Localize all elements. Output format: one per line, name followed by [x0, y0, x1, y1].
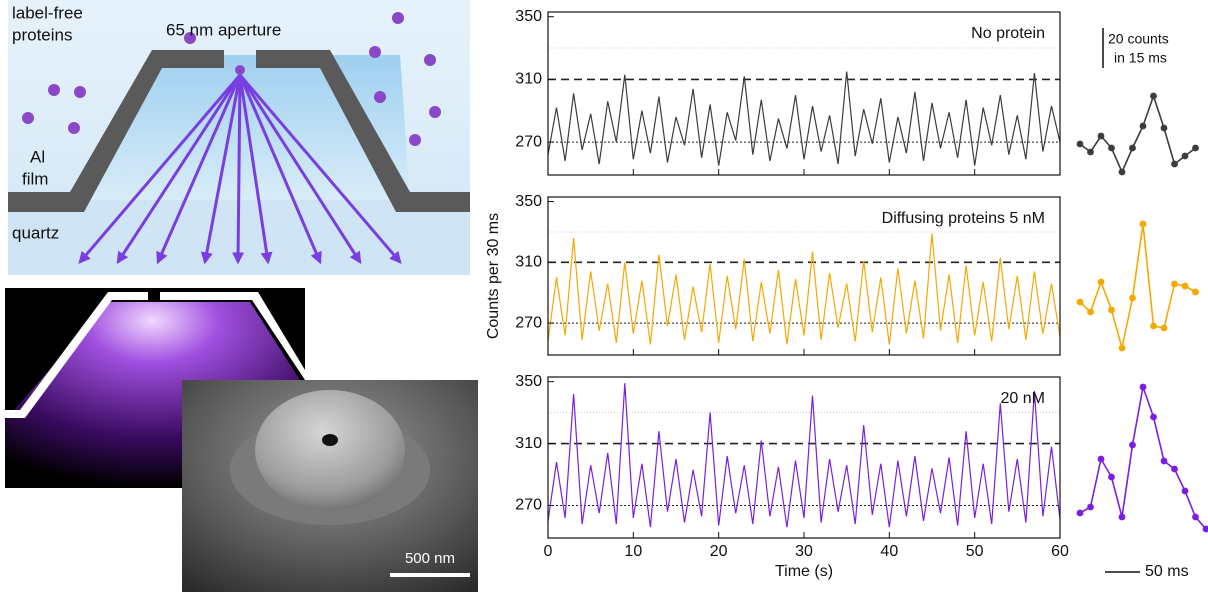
y-axis-label: Counts per 30 ms	[485, 213, 502, 339]
scale-bar-label: 500 nm	[405, 550, 455, 567]
y-tick-label: 350	[515, 373, 542, 390]
x-tick-label: 20	[710, 543, 728, 560]
inset-point	[1087, 148, 1094, 156]
inset-point	[1087, 503, 1094, 511]
inset-point	[1181, 152, 1189, 160]
y-tick-label: 310	[515, 71, 542, 88]
label: Al	[30, 147, 45, 166]
schematic: label-free proteins 65 nm aperture Al fi…	[8, 0, 470, 275]
label: quartz	[12, 223, 59, 242]
inset-point	[1139, 220, 1147, 228]
inset-point	[1139, 122, 1147, 130]
annotation: Diffusing proteins 5 nM	[882, 210, 1045, 227]
inset-point	[1108, 306, 1115, 314]
inset-point	[1076, 509, 1084, 517]
inset-point	[1171, 280, 1178, 288]
inset-point	[1129, 294, 1136, 302]
inset-point	[1150, 92, 1157, 100]
inset-y-scale-label: 20 counts	[1108, 31, 1169, 47]
inset-point	[1160, 324, 1168, 332]
inset-point	[1097, 455, 1105, 463]
y-tick-label: 270	[515, 314, 542, 331]
label: proteins	[12, 25, 72, 44]
inset-point	[1108, 144, 1115, 152]
inset-trace	[1079, 383, 1208, 531]
inset-y-scale-note: in 15 ms	[1114, 50, 1167, 66]
inset-point	[1192, 513, 1199, 521]
inset-point	[1076, 298, 1084, 306]
x-tick-label: 60	[1051, 543, 1069, 560]
inset-point	[1118, 344, 1126, 352]
inset-point	[1181, 282, 1189, 290]
trace	[547, 383, 1061, 528]
inset-point	[1129, 441, 1136, 449]
inset-point	[1181, 487, 1189, 495]
label: film	[22, 169, 48, 188]
inset-point	[1076, 140, 1084, 148]
x-tick-label: 30	[795, 543, 813, 560]
y-tick-label: 270	[515, 133, 542, 150]
y-tick-label: 350	[515, 8, 542, 25]
inset-trace	[1079, 223, 1196, 349]
x-tick-label: 0	[544, 543, 553, 560]
x-tick-label: 40	[880, 543, 898, 560]
inset-point	[1150, 413, 1157, 421]
trace	[547, 233, 1061, 345]
y-tick-label: 350	[515, 193, 542, 210]
inset-point	[1118, 168, 1126, 176]
label: 65 nm aperture	[166, 20, 281, 39]
inset-trace	[1079, 93, 1196, 174]
inset-point	[1160, 124, 1168, 132]
inset-point	[1108, 473, 1115, 481]
x-axis-label: Time (s)	[775, 563, 833, 580]
trace	[547, 71, 1061, 166]
inset-point	[1139, 383, 1147, 391]
annotation: No protein	[971, 25, 1045, 42]
inset-x-scale-label: 50 ms	[1145, 563, 1189, 580]
y-tick-label: 270	[515, 497, 542, 514]
inset-point	[1087, 308, 1094, 316]
inset-point	[1171, 465, 1178, 473]
x-tick-label: 10	[624, 543, 642, 560]
y-tick-label: 310	[515, 254, 542, 271]
inset-point	[1097, 278, 1105, 286]
inset-point	[1202, 525, 1208, 533]
inset-point	[1192, 288, 1199, 296]
inset-point	[1192, 144, 1199, 152]
sem-image: 500 nm	[182, 380, 478, 592]
label: label-free	[12, 3, 83, 22]
x-tick-label: 50	[966, 543, 984, 560]
y-tick-label: 310	[515, 435, 542, 452]
annotation: 20 nM	[1001, 390, 1045, 407]
inset-point	[1171, 160, 1178, 168]
inset-point	[1118, 513, 1126, 521]
inset-point	[1129, 144, 1136, 152]
inset-point	[1150, 322, 1157, 330]
inset-point	[1097, 132, 1105, 140]
inset-point	[1160, 457, 1168, 465]
